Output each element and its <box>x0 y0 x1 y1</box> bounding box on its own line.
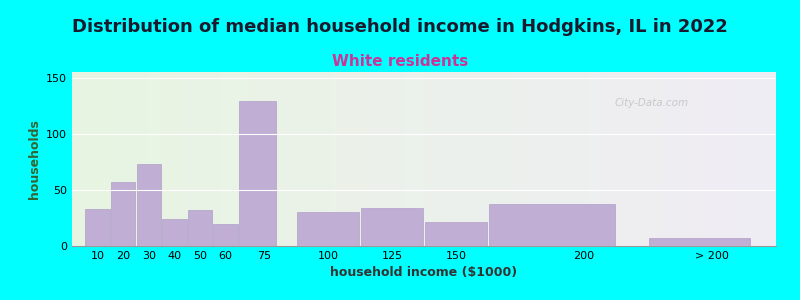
Bar <box>425 222 487 246</box>
Text: Distribution of median household income in Hodgkins, IL in 2022: Distribution of median household income … <box>72 18 728 36</box>
Bar <box>214 224 238 246</box>
Bar <box>361 208 423 246</box>
X-axis label: household income ($1000): household income ($1000) <box>330 266 518 279</box>
Bar <box>188 210 212 246</box>
Bar <box>649 238 750 246</box>
Y-axis label: households: households <box>27 119 41 199</box>
Text: City-Data.com: City-Data.com <box>614 98 688 108</box>
Text: White residents: White residents <box>332 54 468 69</box>
Bar <box>162 219 186 246</box>
Bar <box>239 101 276 246</box>
Bar <box>86 209 110 246</box>
Bar <box>489 205 615 246</box>
Bar <box>137 164 161 246</box>
Bar <box>297 212 359 246</box>
Bar <box>111 182 135 246</box>
